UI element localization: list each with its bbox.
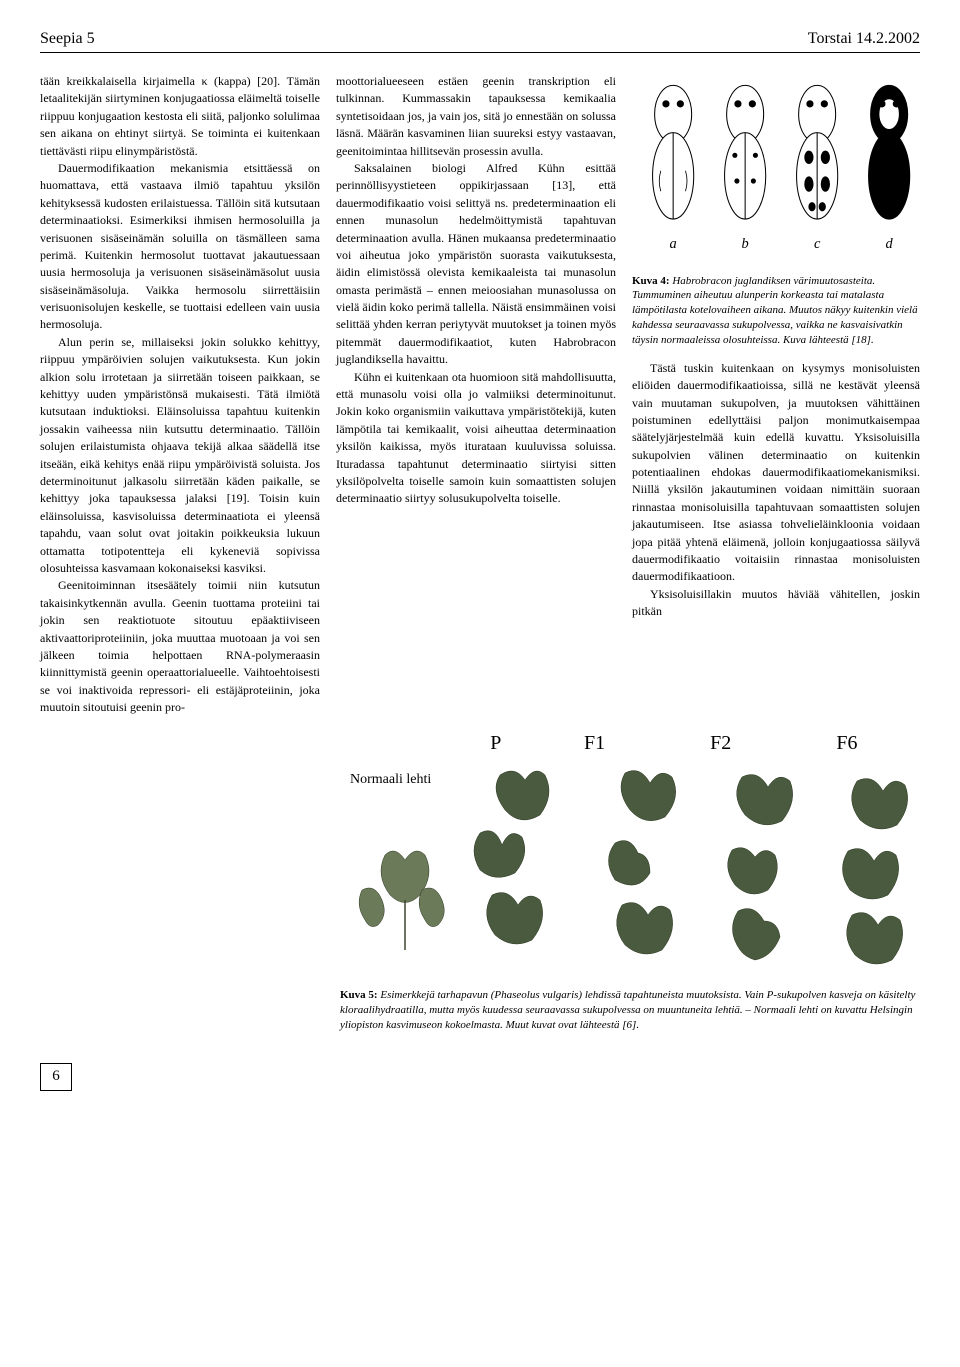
col3-para2: Yksisoluisillakin muutos häviää vähitell… [632,586,920,621]
figure4-image: a b c d [632,73,920,264]
column-2: moottorialueeseen estäen geenin transkri… [336,73,616,716]
col2-para1: moottorialueeseen estäen geenin transkri… [336,73,616,160]
figure5-text: Esimerkkejä tarhapavun (Phaseolus vulgar… [340,989,915,1031]
page-header: Seepia 5 Torstai 14.2.2002 [40,30,920,53]
beetles-illustration: a b c d [632,73,920,258]
column-3: a b c d Kuva 4: Habrobracon juglandiksen… [632,73,920,716]
page-number: 6 [40,1063,72,1091]
col3-para1: Tästä tuskin kuitenkaan on kysymys monis… [632,360,920,586]
col2-para2: Saksalainen biologi Alfred Kühn esittää … [336,160,616,369]
col1-para1: tään kreikkalaisella kirjaimella κ (kapp… [40,73,320,160]
gen-label-p: P [350,732,531,755]
figure5: P F1 F2 F6 Normaali lehti [340,732,920,1033]
normal-leaf-label: Normaali lehti [350,772,431,788]
main-content: tään kreikkalaisella kirjaimella κ (kapp… [40,73,920,716]
page-date: Torstai 14.2.2002 [808,30,920,48]
col1-para3: Alun perin se, millaiseksi jokin solukko… [40,334,320,577]
leaf-illustration [340,755,920,975]
figure5-caption: Kuva 5: Esimerkkejä tarhapavun (Phaseolu… [340,988,920,1033]
gen-label-f6: F6 [784,732,910,755]
beetle-label-a: a [670,236,677,252]
figure4-text: Habrobracon juglandiksen värimuutosastei… [632,275,918,346]
figure5-gen-labels: P F1 F2 F6 [340,732,920,755]
beetle-label-b: b [742,236,749,252]
column-1: tään kreikkalaisella kirjaimella κ (kapp… [40,73,320,716]
col1-para2: Dauermodifikaation mekanismia etsittäess… [40,160,320,334]
figure4-caption: Kuva 4: Habrobracon juglandiksen värimuu… [632,274,920,348]
figure4-label: Kuva 4: [632,275,670,287]
gen-label-f2: F2 [658,732,784,755]
beetle-label-d: d [886,236,894,252]
figure5-label: Kuva 5: [340,989,378,1001]
col1-para4: Geenitoiminnan itsesäätely toimii niin k… [40,577,320,716]
journal-title: Seepia 5 [40,30,95,48]
beetle-label-c: c [814,236,821,252]
gen-label-f1: F1 [531,732,657,755]
col2-para3: Kühn ei kuitenkaan ota huomioon sitä mah… [336,369,616,508]
